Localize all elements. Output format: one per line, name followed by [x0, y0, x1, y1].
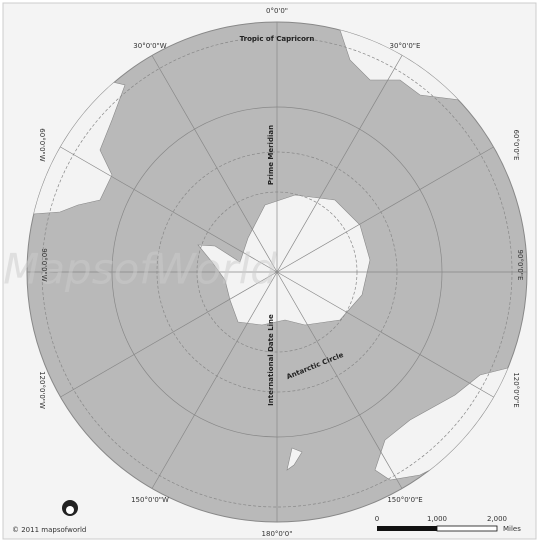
map: MapsofWorld 0°0'0" 180°0'0" 90°0'0"W 90°…	[0, 0, 539, 542]
scale-segment	[437, 526, 497, 531]
graticule-label: 120°0'0"W	[38, 371, 46, 409]
tropic-label: Tropic of Capricorn	[240, 35, 315, 43]
page: {"graticule": {"top": "0°0'0\"", "bottom…	[0, 0, 539, 542]
graticule-label: 0°0'0"	[266, 7, 288, 15]
graticule-label: 60°0'0"W	[38, 128, 46, 161]
date-line-label: International Date Line	[267, 314, 275, 406]
graticule-label: 60°0'0"E	[512, 130, 520, 161]
prime-meridian-label: Prime Meridian	[267, 125, 275, 185]
graticule-label: 30°0'0"E	[390, 42, 421, 50]
graticule-label: 150°0'0"W	[131, 496, 169, 504]
graticule-label: 120°0'0"E	[512, 372, 520, 407]
graticule-label: 90°0'0"E	[516, 250, 524, 281]
graticule-label: 90°0'0"W	[40, 248, 48, 281]
graticule-label: 30°0'0"W	[133, 42, 166, 50]
scale-segment	[377, 526, 437, 531]
scale-label: 2,000	[487, 515, 507, 523]
scale-unit: Miles	[503, 525, 521, 533]
scale-label: 0	[375, 515, 379, 523]
logo	[62, 500, 78, 516]
scale-label: 1,000	[427, 515, 447, 523]
graticule-label: 150°0'0"E	[387, 496, 422, 504]
copyright: © 2011 mapsofworld	[12, 526, 86, 534]
graticule-label: 180°0'0"	[262, 530, 293, 538]
